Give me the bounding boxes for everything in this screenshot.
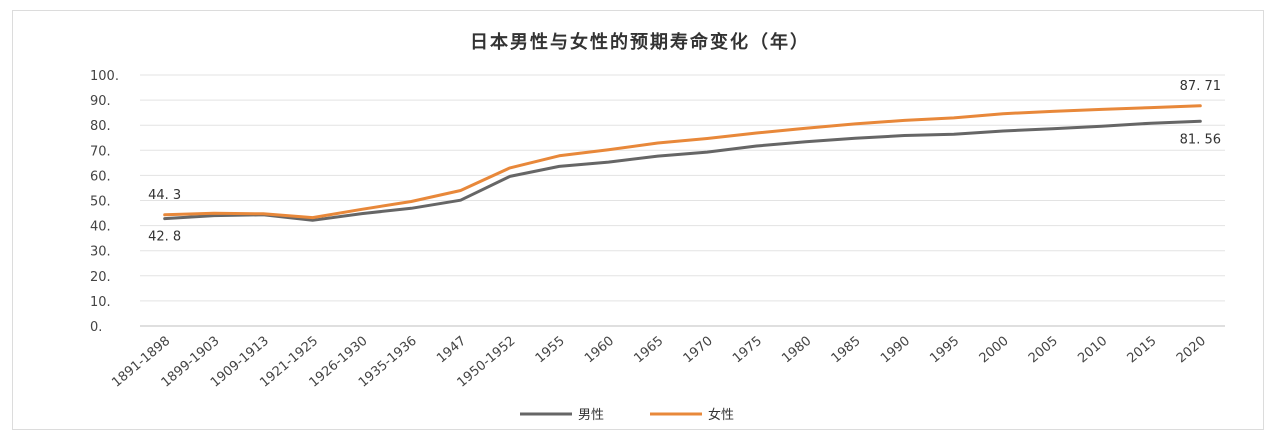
- series-line-male: [163, 119, 1202, 222]
- chart-title: 日本男性与女性的预期寿命变化（年）: [470, 31, 810, 53]
- y-tick-label: 90.: [90, 94, 111, 109]
- y-tick-label: 60.: [90, 169, 111, 184]
- x-tick-label: 1975: [730, 334, 765, 367]
- y-tick-label: 0.: [90, 320, 102, 335]
- y-tick-label: 40.: [90, 220, 111, 235]
- x-axis-ticks: 1891-18981899-19031909-19131921-19251926…: [109, 334, 1209, 391]
- x-tick-label: 1980: [779, 334, 814, 367]
- series-line-female: [163, 104, 1202, 220]
- x-tick-label: 1947: [434, 334, 469, 367]
- legend-label: 男性: [578, 408, 604, 423]
- y-tick-label: 80.: [90, 119, 111, 134]
- y-tick-label: 100.: [90, 69, 119, 84]
- x-tick-label: 2000: [977, 334, 1012, 367]
- y-tick-label: 30.: [90, 245, 111, 260]
- y-tick-label: 50.: [90, 195, 111, 210]
- x-tick-label: 1965: [631, 334, 666, 367]
- y-axis-ticks: 0. 10. 20. 30. 40. 50. 60. 70. 80. 90. 100.: [90, 69, 119, 335]
- x-tick-label: 1985: [829, 334, 864, 367]
- x-tick-label: 1970: [681, 334, 716, 367]
- legend: 男性 女性: [520, 407, 734, 423]
- data-label: 42. 8: [148, 230, 181, 245]
- grid: [140, 74, 1225, 327]
- x-tick-label: 2010: [1075, 334, 1110, 367]
- x-tick-label: 1995: [927, 334, 962, 367]
- x-tick-label: 1955: [533, 334, 568, 367]
- x-tick-label: 2020: [1174, 334, 1209, 367]
- legend-label: 女性: [708, 407, 734, 423]
- data-label: 81. 56: [1180, 132, 1221, 147]
- data-label: 44. 3: [148, 188, 181, 203]
- x-tick-label: 1960: [582, 334, 617, 367]
- x-tick-label: 2005: [1026, 334, 1061, 367]
- x-tick-label: 1990: [878, 334, 913, 367]
- chart-frame: [12, 10, 1264, 430]
- annotations: 44. 3 42. 8 87. 71 81. 56: [148, 79, 1221, 245]
- series-lines: [163, 104, 1202, 222]
- y-tick-label: 10.: [90, 295, 111, 310]
- data-label: 87. 71: [1180, 79, 1221, 94]
- y-tick-label: 70.: [90, 144, 111, 159]
- y-tick-label: 20.: [90, 270, 111, 285]
- x-tick-label: 2015: [1125, 334, 1160, 367]
